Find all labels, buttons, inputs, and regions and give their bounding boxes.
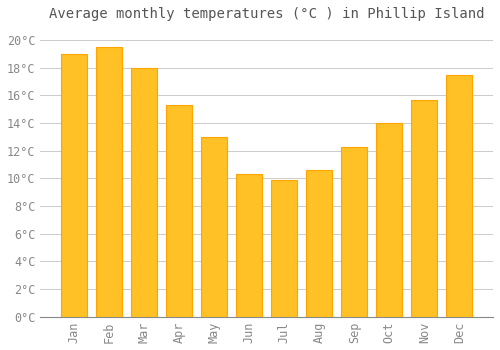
Bar <box>61 54 87 317</box>
Bar <box>271 180 297 317</box>
Bar <box>166 105 192 317</box>
Bar <box>236 174 262 317</box>
Bar <box>341 147 367 317</box>
Bar <box>376 123 402 317</box>
Title: Average monthly temperatures (°C ) in Phillip Island: Average monthly temperatures (°C ) in Ph… <box>49 7 484 21</box>
Bar <box>96 47 122 317</box>
Bar <box>306 170 332 317</box>
Bar <box>446 75 472 317</box>
Bar <box>131 68 157 317</box>
Bar <box>411 100 438 317</box>
Bar <box>201 137 228 317</box>
